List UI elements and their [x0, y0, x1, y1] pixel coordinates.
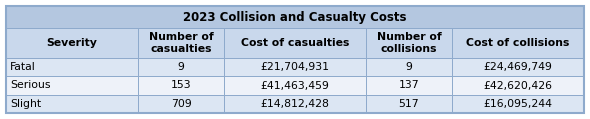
Bar	[366, 95, 453, 113]
Text: Serious: Serious	[10, 80, 51, 91]
Bar	[453, 95, 584, 113]
Text: Cost of collisions: Cost of collisions	[467, 38, 570, 48]
Bar	[137, 95, 224, 113]
Text: £41,463,459: £41,463,459	[261, 80, 329, 91]
Text: Cost of casualties: Cost of casualties	[241, 38, 349, 48]
Bar	[137, 58, 224, 76]
Bar	[224, 95, 366, 113]
Text: Severity: Severity	[47, 38, 97, 48]
Text: £16,095,244: £16,095,244	[484, 99, 553, 109]
Text: £24,469,749: £24,469,749	[484, 62, 553, 72]
Bar	[6, 6, 584, 113]
Text: £14,812,428: £14,812,428	[261, 99, 329, 109]
Bar	[6, 58, 137, 76]
Text: Number of
collisions: Number of collisions	[376, 32, 441, 54]
Bar	[224, 76, 366, 95]
Bar	[6, 6, 584, 28]
Bar	[224, 58, 366, 76]
Bar	[6, 28, 137, 58]
Bar	[6, 76, 137, 95]
Bar	[366, 58, 453, 76]
Bar	[137, 28, 224, 58]
Text: 137: 137	[399, 80, 419, 91]
Text: 9: 9	[405, 62, 412, 72]
Text: £42,620,426: £42,620,426	[484, 80, 553, 91]
Bar	[224, 28, 366, 58]
Bar	[6, 95, 137, 113]
Bar	[366, 28, 453, 58]
Text: 2023 Collision and Casualty Costs: 2023 Collision and Casualty Costs	[183, 10, 407, 23]
Text: Fatal: Fatal	[10, 62, 36, 72]
Bar	[366, 76, 453, 95]
Text: 153: 153	[171, 80, 191, 91]
Text: Slight: Slight	[10, 99, 41, 109]
Text: 517: 517	[399, 99, 419, 109]
Text: 9: 9	[178, 62, 185, 72]
Bar	[453, 76, 584, 95]
Bar	[453, 28, 584, 58]
Text: £21,704,931: £21,704,931	[261, 62, 329, 72]
Text: Number of
casualties: Number of casualties	[149, 32, 214, 54]
Text: 709: 709	[171, 99, 191, 109]
Bar	[453, 58, 584, 76]
Bar	[137, 76, 224, 95]
